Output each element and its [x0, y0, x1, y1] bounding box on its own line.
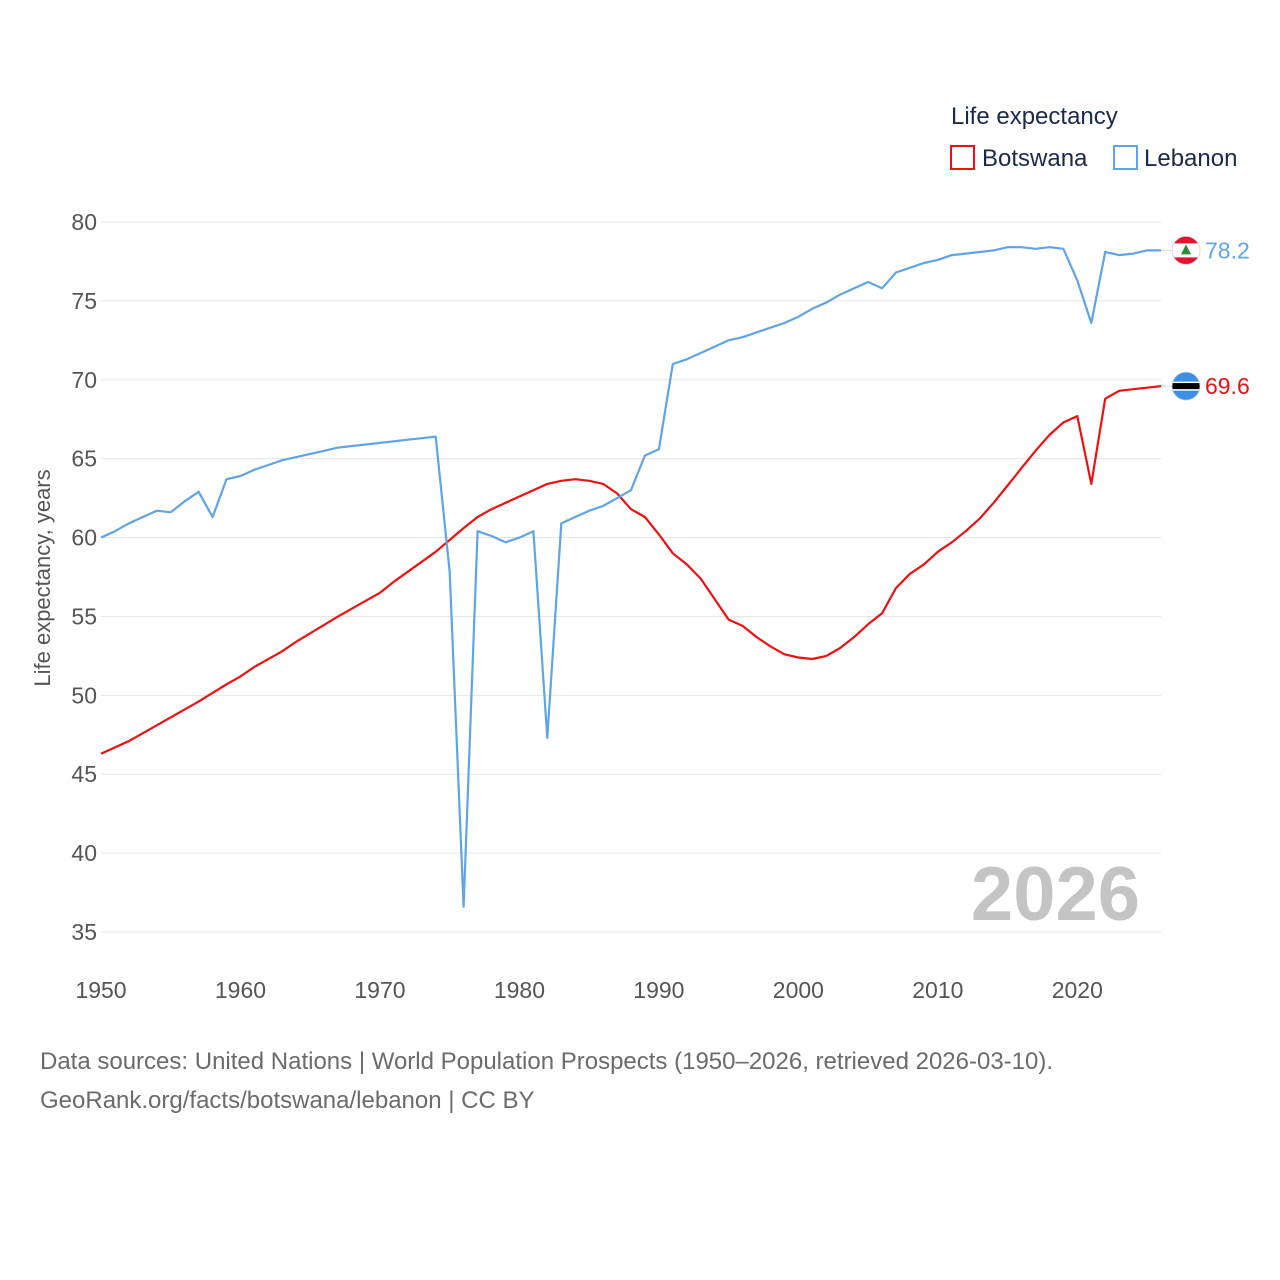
x-tick-label: 1990 — [633, 977, 684, 1003]
end-markers: 69.6 78.2 — [1161, 235, 1250, 401]
x-tick-label: 2010 — [912, 977, 963, 1003]
x-tick-label: 2000 — [773, 977, 824, 1003]
gridlines — [101, 221, 1161, 933]
y-tick-label: 50 — [71, 682, 97, 708]
y-axis-ticks: 35 40 45 50 55 60 65 70 75 80 — [71, 209, 97, 945]
y-tick-label: 80 — [71, 209, 97, 235]
source-line-1: Data sources: United Nations | World Pop… — [40, 1048, 1054, 1075]
x-tick-label: 1960 — [215, 977, 266, 1003]
end-value-label-botswana: 69.6 — [1205, 373, 1250, 399]
lebanon-flag-icon — [1171, 235, 1201, 265]
y-tick-label: 40 — [71, 840, 97, 866]
end-value-label-lebanon: 78.2 — [1205, 237, 1250, 263]
legend-label-lebanon: Lebanon — [1144, 145, 1237, 172]
series-line-lebanon[interactable] — [100, 246, 1161, 908]
legend-swatch-lebanon[interactable] — [1113, 145, 1138, 170]
source-note: Data sources: United Nations | World Pop… — [40, 1042, 1240, 1120]
line-chart: 35 40 45 50 55 60 65 70 75 80 1950 1960 1970 1980 199… — [30, 103, 1250, 1003]
x-axis-ticks: 1950 1960 1970 1980 1990 2000 2010 2020 — [75, 977, 1102, 1003]
x-tick-label: 1970 — [354, 977, 405, 1003]
x-tick-label: 1980 — [494, 977, 545, 1003]
series-line-botswana[interactable] — [100, 385, 1162, 755]
y-tick-label: 70 — [71, 367, 97, 393]
legend-label-botswana: Botswana — [982, 145, 1088, 172]
y-tick-label: 60 — [71, 525, 97, 551]
x-tick-label: 1950 — [75, 977, 126, 1003]
y-tick-label: 75 — [71, 288, 97, 314]
y-tick-label: 45 — [71, 761, 97, 787]
y-tick-label: 35 — [71, 919, 97, 945]
y-tick-label: 55 — [71, 603, 97, 629]
source-line-2[interactable]: GeoRank.org/facts/botswana/lebanon | CC … — [40, 1087, 535, 1114]
botswana-flag-icon — [1171, 371, 1201, 401]
x-tick-label: 2020 — [1052, 977, 1103, 1003]
year-stamp: 2026 — [971, 852, 1140, 937]
y-axis-title: Life expectancy, years — [30, 469, 55, 686]
legend-title: Life expectancy — [951, 103, 1118, 130]
legend: Life expectancy Botswana Lebanon — [950, 103, 1237, 172]
series-lines — [100, 246, 1162, 908]
y-tick-label: 65 — [71, 446, 97, 472]
legend-swatch-botswana[interactable] — [950, 145, 975, 170]
